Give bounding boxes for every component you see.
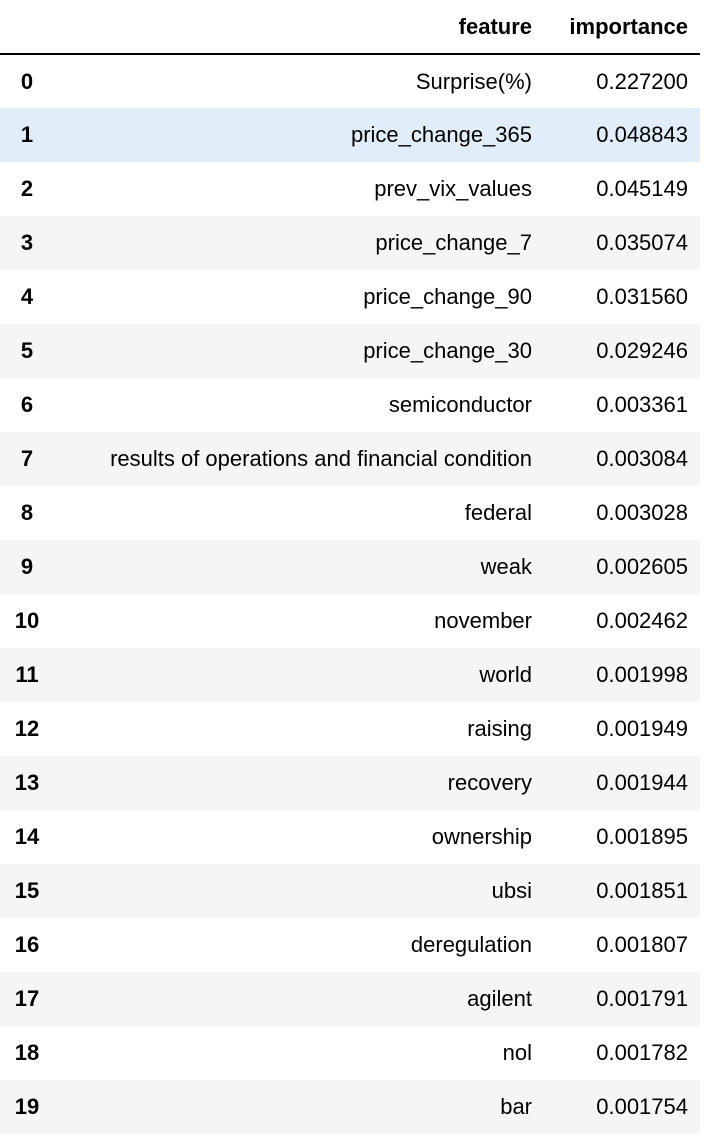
row-importance: 0.001807 bbox=[596, 932, 688, 957]
table-body: 0 Surprise(%) 0.227200 1 price_change_36… bbox=[0, 54, 700, 1134]
row-index: 0 bbox=[20, 68, 34, 94]
row-importance: 0.001851 bbox=[596, 878, 688, 903]
row-index: 13 bbox=[14, 770, 40, 795]
header-row: feature importance bbox=[0, 0, 700, 55]
table-row: 7 results of operations and financial co… bbox=[0, 432, 700, 486]
row-importance: 0.045149 bbox=[596, 176, 688, 201]
row-feature: price_change_30 bbox=[363, 338, 532, 363]
table-row: 6 semiconductor 0.003361 bbox=[0, 378, 700, 432]
row-importance: 0.001949 bbox=[596, 716, 688, 741]
row-feature: ownership bbox=[431, 824, 532, 849]
row-feature: price_change_7 bbox=[375, 230, 532, 255]
row-feature: Surprise(%) bbox=[415, 68, 532, 94]
row-index: 11 bbox=[15, 662, 39, 687]
row-index: 2 bbox=[20, 176, 34, 201]
table-row: 9 weak 0.002605 bbox=[0, 540, 700, 594]
row-feature: prev_vix_values bbox=[374, 176, 532, 201]
table-row: 15 ubsi 0.001851 bbox=[0, 864, 700, 918]
row-index: 12 bbox=[14, 716, 40, 741]
row-importance: 0.001754 bbox=[596, 1094, 688, 1119]
row-importance: 0.002462 bbox=[596, 608, 688, 633]
table-row: 17 agilent 0.001791 bbox=[0, 972, 700, 1026]
table-row: 0 Surprise(%) 0.227200 bbox=[0, 54, 700, 108]
row-feature: ubsi bbox=[491, 878, 532, 903]
table-row: 8 federal 0.003028 bbox=[0, 486, 700, 540]
table-row: 2 prev_vix_values 0.045149 bbox=[0, 162, 700, 216]
table-row: 3 price_change_7 0.035074 bbox=[0, 216, 700, 270]
table-row: 4 price_change_90 0.031560 bbox=[0, 270, 700, 324]
row-index: 7 bbox=[20, 446, 34, 471]
header-importance: importance bbox=[544, 0, 700, 55]
row-importance: 0.227200 bbox=[596, 68, 688, 94]
row-index: 6 bbox=[20, 392, 34, 417]
table-row: 16 deregulation 0.001807 bbox=[0, 918, 700, 972]
row-feature: bar bbox=[500, 1094, 532, 1119]
row-index: 5 bbox=[20, 338, 34, 363]
row-importance: 0.001895 bbox=[596, 824, 688, 849]
table-header: feature importance bbox=[0, 0, 700, 55]
row-index: 4 bbox=[20, 284, 34, 309]
row-index: 1 bbox=[20, 122, 34, 147]
row-feature: results of operations and financial cond… bbox=[110, 446, 532, 471]
row-feature: agilent bbox=[467, 986, 532, 1011]
row-index: 9 bbox=[20, 554, 34, 579]
row-feature: semiconductor bbox=[388, 392, 532, 417]
table-row: 13 recovery 0.001944 bbox=[0, 756, 700, 810]
row-importance: 0.001944 bbox=[596, 770, 688, 795]
row-importance: 0.001782 bbox=[596, 1040, 688, 1065]
header-index bbox=[0, 0, 54, 55]
row-importance: 0.002605 bbox=[596, 554, 688, 579]
row-index: 15 bbox=[14, 878, 40, 903]
row-feature: weak bbox=[480, 554, 532, 579]
row-importance: 0.035074 bbox=[596, 230, 688, 255]
row-importance: 0.001791 bbox=[596, 986, 688, 1011]
table-row: 1 price_change_365 0.048843 bbox=[0, 108, 700, 162]
row-importance: 0.001998 bbox=[596, 662, 688, 687]
row-feature: federal bbox=[464, 500, 532, 525]
row-index: 19 bbox=[14, 1094, 40, 1119]
table-row: 12 raising 0.001949 bbox=[0, 702, 700, 756]
table-row: 11 world 0.001998 bbox=[0, 648, 700, 702]
row-importance: 0.003084 bbox=[596, 446, 688, 471]
table-row: 14 ownership 0.001895 bbox=[0, 810, 700, 864]
row-feature: price_change_90 bbox=[363, 284, 532, 309]
row-feature: november bbox=[434, 608, 532, 633]
row-feature: raising bbox=[467, 716, 532, 741]
row-index: 17 bbox=[14, 986, 40, 1011]
row-feature: nol bbox=[502, 1040, 532, 1065]
row-feature: recovery bbox=[447, 770, 532, 795]
row-feature: world bbox=[479, 662, 532, 687]
table-row: 5 price_change_30 0.029246 bbox=[0, 324, 700, 378]
row-feature: deregulation bbox=[410, 932, 532, 957]
row-importance: 0.029246 bbox=[596, 338, 688, 363]
row-feature: price_change_365 bbox=[350, 122, 532, 147]
row-index: 10 bbox=[14, 608, 40, 633]
table-row: 10 november 0.002462 bbox=[0, 594, 700, 648]
row-index: 14 bbox=[14, 824, 40, 849]
row-importance: 0.003028 bbox=[596, 500, 688, 525]
table-row: 18 nol 0.001782 bbox=[0, 1026, 700, 1080]
header-feature: feature bbox=[54, 0, 544, 55]
row-importance: 0.031560 bbox=[596, 284, 688, 309]
row-index: 8 bbox=[20, 500, 34, 525]
row-index: 3 bbox=[20, 230, 34, 255]
row-index: 16 bbox=[14, 932, 40, 957]
row-importance: 0.048843 bbox=[596, 122, 688, 147]
table-row: 19 bar 0.001754 bbox=[0, 1080, 700, 1134]
row-index: 18 bbox=[14, 1040, 40, 1065]
row-importance: 0.003361 bbox=[596, 392, 688, 417]
